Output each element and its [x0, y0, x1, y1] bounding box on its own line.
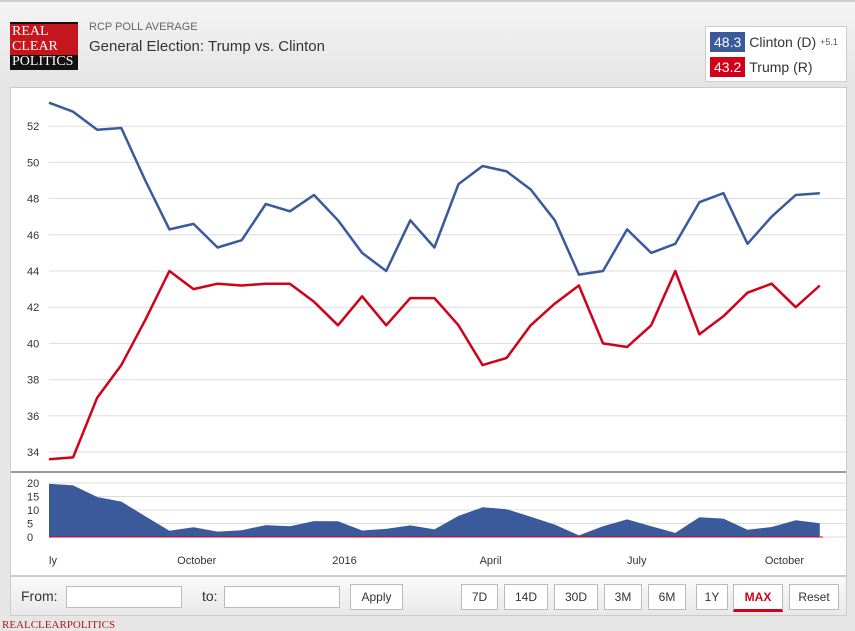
y-tick-label: 42	[27, 302, 39, 314]
clinton-value: 48.3	[710, 32, 746, 52]
logo-line: POLITICS	[12, 54, 74, 69]
range-button-reset[interactable]: Reset	[789, 584, 839, 610]
range-button-1y[interactable]: 1Y	[696, 584, 728, 610]
range-button-14d[interactable]: 14D	[504, 584, 548, 610]
to-date-input[interactable]	[224, 586, 340, 608]
x-tick-label: 2016	[332, 555, 356, 567]
x-tick-label: July	[627, 555, 647, 567]
from-date-input[interactable]	[66, 586, 182, 608]
y-tick-label: 44	[27, 266, 39, 278]
y-tick-label: 38	[27, 375, 39, 387]
chart-area: 34 36 38 40 42 44 46 48 50 52 0 5 10 15 20 ly October 201…	[10, 87, 847, 576]
apply-button[interactable]: Apply	[350, 584, 403, 610]
rcp-logo: REAL CLEAR POLITICS	[10, 22, 78, 70]
legend-item-clinton[interactable]: 48.3 Clinton (D) +5.1	[710, 32, 838, 52]
clinton-label: Clinton (D)	[749, 34, 817, 50]
chart-title: General Election: Trump vs. Clinton	[89, 38, 325, 55]
spread-area	[49, 483, 820, 537]
trump-value: 43.2	[710, 57, 746, 77]
x-tick-label: October	[765, 555, 804, 567]
legend-item-trump[interactable]: 43.2 Trump (R)	[710, 57, 813, 77]
from-label: From:	[21, 588, 58, 604]
logo-line: CLEAR	[10, 39, 78, 55]
x-tick-label: ly	[49, 555, 57, 567]
chart-subtitle: RCP POLL AVERAGE	[89, 21, 198, 33]
series-line-trump	[48, 269, 821, 461]
y-tick-label: 36	[27, 411, 39, 423]
range-button-max[interactable]: MAX	[733, 584, 783, 612]
spread-tick-label: 0	[27, 532, 33, 544]
range-button-6m[interactable]: 6M	[648, 584, 686, 610]
y-tick-label: 34	[27, 447, 39, 459]
range-toolbar: From: to: Apply 7D 14D 30D 3M 6M 1Y MAX Reset	[10, 576, 847, 616]
spread-tick-label: 20	[27, 478, 39, 490]
x-tick-label: April	[480, 555, 502, 567]
spread-tick-label: 10	[27, 505, 39, 517]
spread-tick-label: 15	[27, 492, 39, 504]
x-tick-label: October	[177, 555, 216, 567]
y-tick-label: 50	[27, 157, 39, 169]
series-line-clinton	[48, 101, 820, 276]
trump-label: Trump (R)	[749, 59, 813, 75]
spread-tick-label: 5	[27, 519, 33, 531]
chart-header: REAL CLEAR POLITICS RCP POLL AVERAGE Gen…	[0, 0, 855, 90]
footer-brand: REALCLEARPOLITICS	[2, 619, 116, 631]
range-button-3m[interactable]: 3M	[604, 584, 642, 610]
y-tick-label: 40	[27, 338, 39, 350]
range-button-7d[interactable]: 7D	[461, 584, 498, 610]
logo-line: REAL	[10, 24, 78, 40]
y-tick-label: 46	[27, 230, 39, 242]
y-tick-label: 48	[27, 194, 39, 206]
range-button-30d[interactable]: 30D	[554, 584, 598, 610]
legend: 48.3 Clinton (D) +5.1 43.2 Trump (R)	[705, 26, 847, 82]
y-tick-label: 52	[27, 121, 39, 133]
to-label: to:	[202, 588, 218, 604]
spread-value: +5.1	[820, 37, 838, 47]
